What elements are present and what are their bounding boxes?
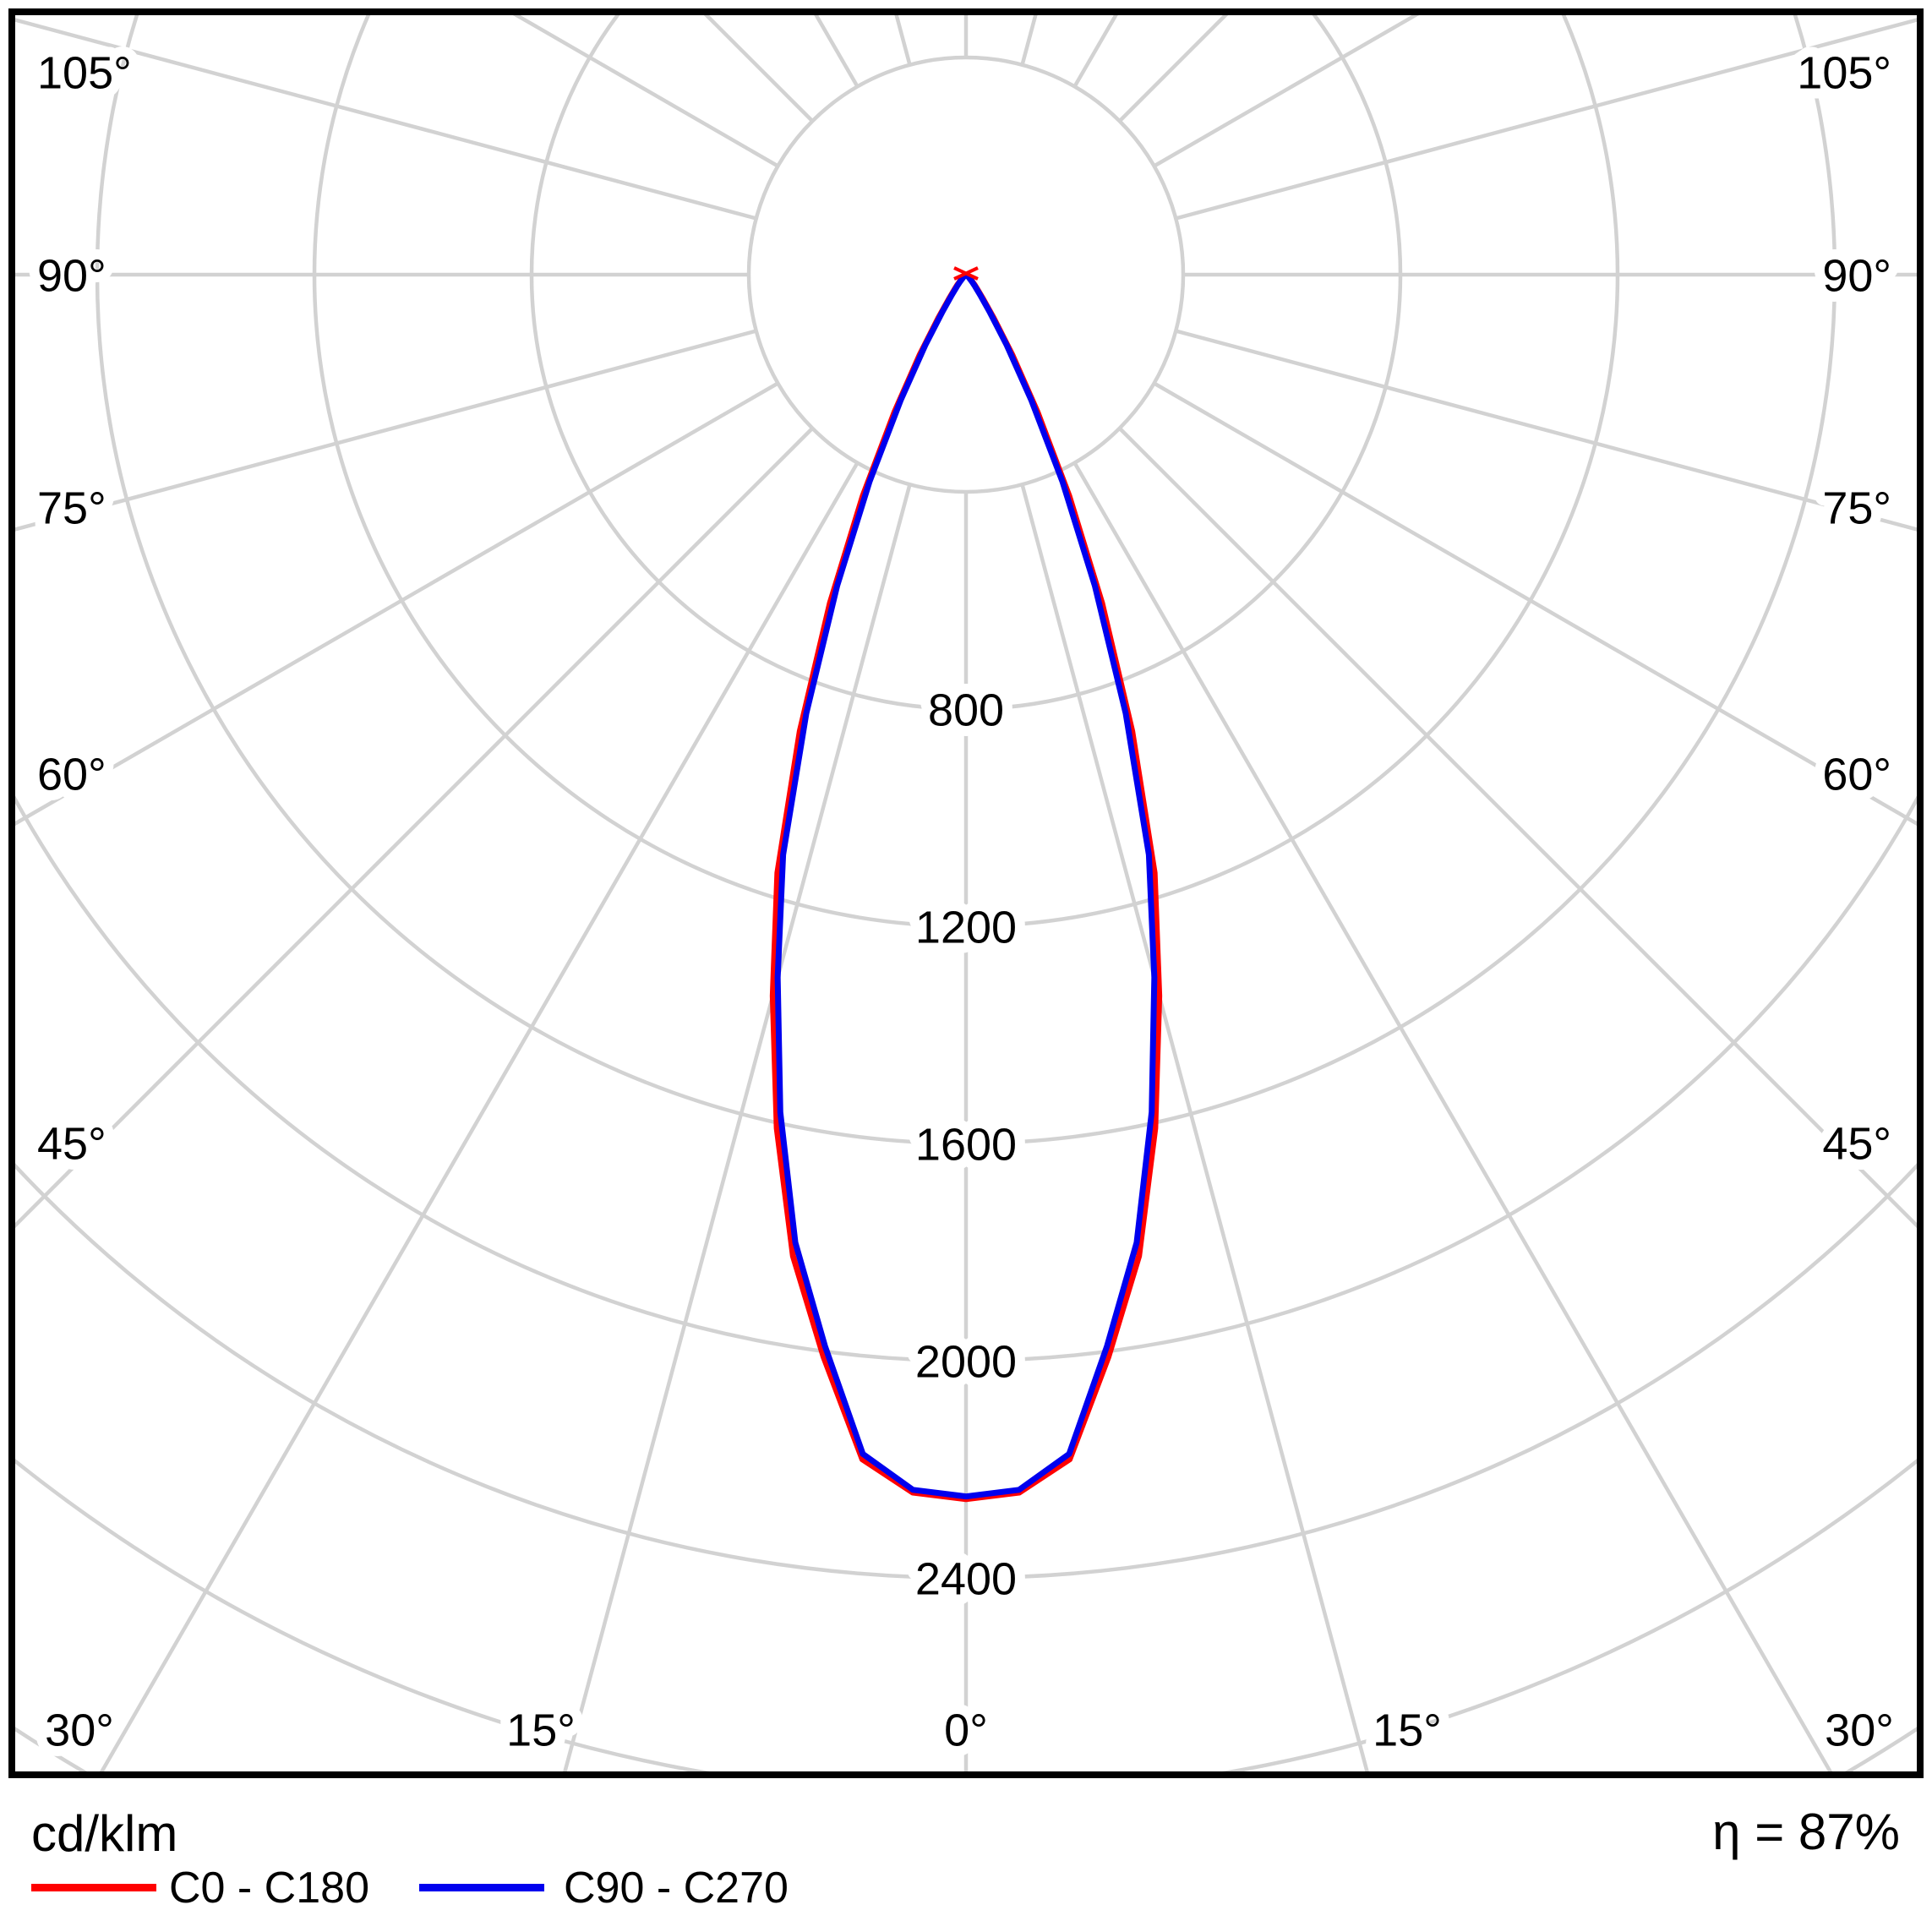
grid-radial [1020, 483, 1369, 1771]
angle-label-left: 45° [37, 1118, 106, 1169]
angle-label-bottom: 15° [506, 1705, 576, 1755]
grid-radial [1175, 329, 1917, 532]
grid-radial [15, 329, 757, 532]
angle-label-left: 90° [37, 250, 106, 301]
curve-c90-c270 [774, 271, 1158, 1500]
intensity-curves [769, 271, 1163, 1503]
angle-label-left: 75° [37, 483, 106, 533]
radial-axis-label: 1200 [915, 902, 1017, 952]
grid-radial [1175, 18, 1917, 221]
angle-label-right: 75° [1822, 483, 1891, 533]
legend-line-c90-icon [419, 1884, 544, 1891]
radial-axis-label: 2400 [915, 1553, 1017, 1604]
grid-radial [1072, 461, 1833, 1771]
radial-axis-label: 2000 [915, 1336, 1017, 1387]
angle-label-left: 60° [37, 749, 106, 800]
legend-label-c90-c270: C90 - C270 [564, 1864, 789, 1913]
grid-radial [15, 18, 757, 221]
angle-label-bottom: 15° [1373, 1705, 1442, 1755]
units-label: cd/klm [31, 1805, 178, 1862]
angle-label-left: 105° [37, 47, 132, 98]
angle-label-right: 45° [1822, 1118, 1891, 1169]
efficiency-label: η = 87% [1712, 1804, 1900, 1860]
angle-label-bottom: 30° [45, 1705, 114, 1755]
axis-labels: 800 1200 1600 2000 2400 105° 105° 90° 90° 75° 75° 6… [27, 37, 1904, 1766]
origin-marker-icon [953, 266, 979, 281]
grid-radial [15, 427, 814, 1229]
angle-label-right: 60° [1822, 749, 1891, 800]
angle-label-bottom: 0° [944, 1705, 988, 1755]
radial-axis-label: 1600 [915, 1119, 1017, 1170]
grid-radial [1118, 427, 1917, 1229]
angle-label-right: 105° [1797, 47, 1891, 98]
angle-label-right: 90° [1822, 250, 1891, 301]
grid-radial [99, 461, 860, 1771]
grid-radial [563, 483, 912, 1771]
grid-radial [1153, 381, 1917, 827]
legend-label-c0-c180: C0 - C180 [169, 1864, 369, 1913]
radial-axis-label: 800 [928, 685, 1004, 735]
plot-border [8, 8, 1924, 1778]
legend-line-c0-icon [31, 1884, 156, 1891]
angle-label-bottom: 30° [1825, 1705, 1894, 1755]
grid-radial [15, 381, 779, 827]
